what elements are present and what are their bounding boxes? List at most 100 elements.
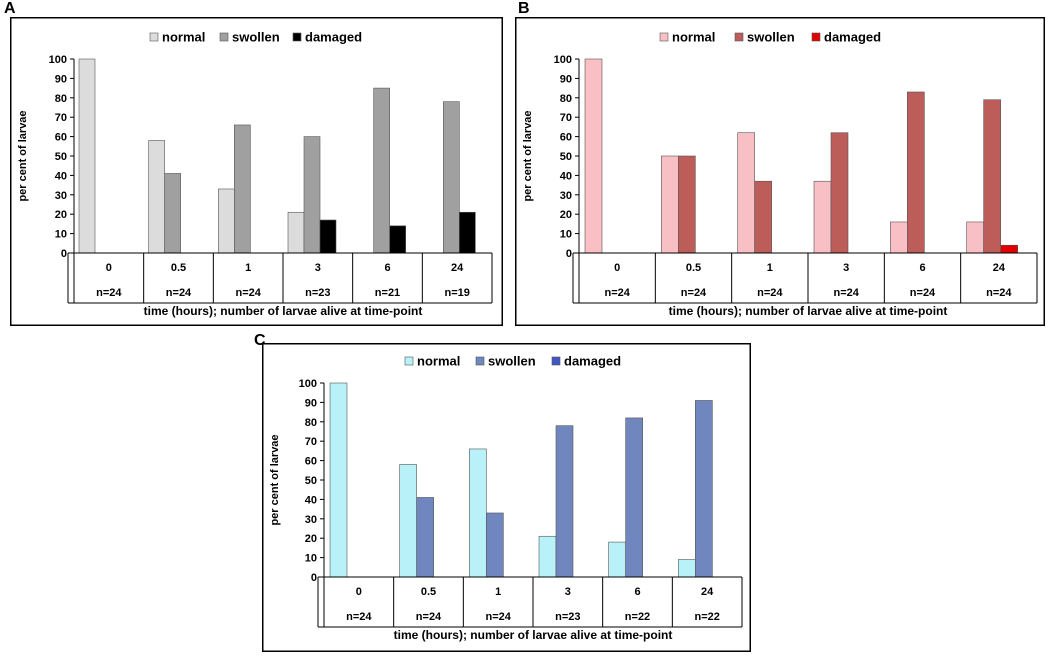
legend-label-swollen: swollen xyxy=(232,30,280,45)
y-tick-label: 0 xyxy=(566,248,572,260)
legend-swatch-normal xyxy=(659,32,669,42)
y-tick-label: 0 xyxy=(61,248,67,260)
legend-label-normal: normal xyxy=(417,354,460,369)
bar-normal-6 xyxy=(890,221,908,254)
x-category-label: 1 xyxy=(245,262,251,274)
legend-label-damaged: damaged xyxy=(564,354,621,369)
y-tick-label: 10 xyxy=(55,229,67,241)
x-axis-label: time (hours); number of larvae alive at … xyxy=(144,304,423,318)
n-label: n=23 xyxy=(555,611,580,623)
bar-normal-0 xyxy=(78,58,96,254)
bar-swollen-0_5 xyxy=(678,155,696,254)
bar-swollen-24 xyxy=(983,99,1001,254)
y-tick-label: 60 xyxy=(55,132,67,144)
legend-swatch-damaged xyxy=(292,32,302,42)
x-axis-label: time (hours); number of larvae alive at … xyxy=(394,628,673,642)
n-label: n=22 xyxy=(625,611,650,623)
bar-normal-24 xyxy=(678,559,696,578)
bar-swollen-3 xyxy=(303,136,321,254)
x-category-label: 24 xyxy=(701,586,714,598)
x-category-label: 24 xyxy=(451,262,464,274)
x-category-label: 0 xyxy=(106,262,112,274)
y-tick-label: 70 xyxy=(305,436,317,448)
legend-label-damaged: damaged xyxy=(305,30,362,45)
legend-swatch-damaged xyxy=(551,356,561,366)
legend-swatch-normal xyxy=(404,356,414,366)
bar-swollen-0_5 xyxy=(164,173,181,254)
n-label: n=23 xyxy=(305,287,330,299)
bar-swollen-0_5 xyxy=(416,497,434,578)
bar-normal-3 xyxy=(287,211,305,254)
n-label: n=24 xyxy=(166,287,192,299)
n-label: n=24 xyxy=(910,287,936,299)
chart-frame xyxy=(515,17,1045,326)
bar-normal-0_5 xyxy=(661,155,679,254)
x-category-label: 6 xyxy=(919,262,925,274)
y-tick-label: 80 xyxy=(55,93,67,105)
bar-normal-1 xyxy=(469,448,487,578)
x-category-label: 0.5 xyxy=(171,262,186,274)
n-label: n=24 xyxy=(757,287,783,299)
y-tick-label: 100 xyxy=(49,54,67,66)
panel-label-a: A xyxy=(4,0,16,17)
bar-swollen-24 xyxy=(443,101,460,254)
y-tick-label: 30 xyxy=(55,190,67,202)
x-category-label: 0 xyxy=(356,586,362,598)
legend-label-normal: normal xyxy=(162,30,205,45)
legend: normal swollen damaged xyxy=(659,30,881,45)
x-category-label: 3 xyxy=(315,262,321,274)
legend-swatch-swollen xyxy=(734,32,744,42)
y-tick-label: 40 xyxy=(305,494,317,506)
n-label: n=21 xyxy=(375,287,400,299)
n-label: n=24 xyxy=(833,287,859,299)
n-label: n=24 xyxy=(346,611,372,623)
legend-label-damaged: damaged xyxy=(824,30,881,45)
x-category-label: 1 xyxy=(767,262,773,274)
x-category-label: 1 xyxy=(495,586,501,598)
bar-normal-1 xyxy=(218,188,235,254)
bar-swollen-24 xyxy=(695,400,713,578)
y-tick-label: 50 xyxy=(55,151,67,163)
n-label: n=24 xyxy=(681,287,707,299)
y-tick-label: 40 xyxy=(560,170,572,182)
bar-normal-24 xyxy=(966,221,984,254)
y-tick-label: 10 xyxy=(560,229,572,241)
x-category-label: 24 xyxy=(993,262,1006,274)
y-tick-label: 20 xyxy=(55,209,67,221)
y-tick-label: 60 xyxy=(560,132,572,144)
x-axis-label: time (hours); number of larvae alive at … xyxy=(669,304,948,318)
n-label: n=24 xyxy=(986,287,1012,299)
bar-damaged-6 xyxy=(389,225,406,254)
legend-swatch-swollen xyxy=(219,32,229,42)
bar-damaged-24 xyxy=(1000,244,1018,254)
legend-label-swollen: swollen xyxy=(488,354,536,369)
n-label: n=24 xyxy=(235,287,261,299)
y-tick-label: 90 xyxy=(560,73,572,85)
y-tick-label: 70 xyxy=(55,112,67,124)
bar-normal-0 xyxy=(329,382,348,578)
chart-panel-b: normal swollen damaged per cent of larvae 0 1… xyxy=(515,17,1045,326)
bar-swollen-1 xyxy=(754,180,772,254)
y-tick-label: 80 xyxy=(305,417,317,429)
bar-swollen-1 xyxy=(486,512,504,578)
y-tick-label: 0 xyxy=(311,572,317,584)
bar-swollen-1 xyxy=(234,124,251,254)
bar-normal-0 xyxy=(584,58,603,254)
bar-normal-3 xyxy=(813,180,832,254)
n-label: n=19 xyxy=(444,287,469,299)
bar-normal-0_5 xyxy=(399,464,417,578)
y-tick-label: 50 xyxy=(560,151,572,163)
y-tick-label: 20 xyxy=(305,533,317,545)
x-category-label: 6 xyxy=(634,586,640,598)
x-category-label: 0.5 xyxy=(686,262,701,274)
legend-swatch-normal xyxy=(149,32,159,42)
legend: normal swollen damaged xyxy=(149,30,362,45)
y-tick-label: 100 xyxy=(554,54,572,66)
legend: normal swollen damaged xyxy=(404,354,621,369)
x-category-label: 6 xyxy=(384,262,390,274)
y-tick-label: 50 xyxy=(305,475,317,487)
legend-swatch-swollen xyxy=(475,356,485,366)
bar-damaged-24 xyxy=(459,211,476,254)
y-tick-label: 30 xyxy=(560,190,572,202)
y-tick-label: 80 xyxy=(560,93,572,105)
